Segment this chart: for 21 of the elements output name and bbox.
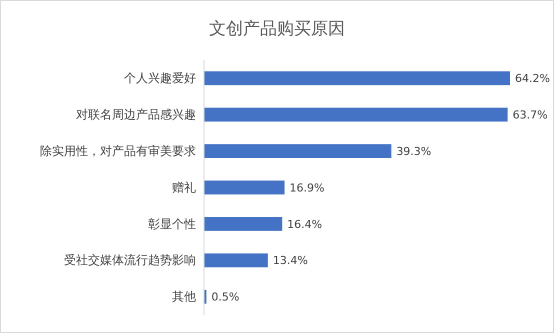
y-tick-label: 赠礼 xyxy=(172,180,196,194)
y-tick-label: 除实用性，对产品有审美要求 xyxy=(40,144,196,158)
bar xyxy=(204,144,392,158)
bar xyxy=(204,217,282,231)
data-label: 13.4% xyxy=(272,254,308,268)
bar xyxy=(204,108,508,122)
data-label: 16.4% xyxy=(287,218,322,231)
y-tick-label: 受社交媒体流行趋势影响 xyxy=(64,253,196,268)
y-tick-label: 其他 xyxy=(172,290,196,304)
data-label: 0.5% xyxy=(211,290,240,304)
y-tick-label: 彰显个性 xyxy=(148,216,196,231)
y-tick-label: 对联名周边产品感兴趣 xyxy=(76,107,196,122)
data-label: 39.3% xyxy=(396,144,432,158)
bar xyxy=(204,180,285,194)
data-label: 63.7% xyxy=(512,108,548,122)
data-label: 64.2% xyxy=(515,72,550,86)
chart-title: 文创产品购买原因 xyxy=(209,19,345,39)
data-label: 16.9% xyxy=(290,181,325,194)
bar xyxy=(204,253,268,268)
y-tick-label: 个人兴趣爱好 xyxy=(124,71,196,86)
bar xyxy=(204,71,510,86)
